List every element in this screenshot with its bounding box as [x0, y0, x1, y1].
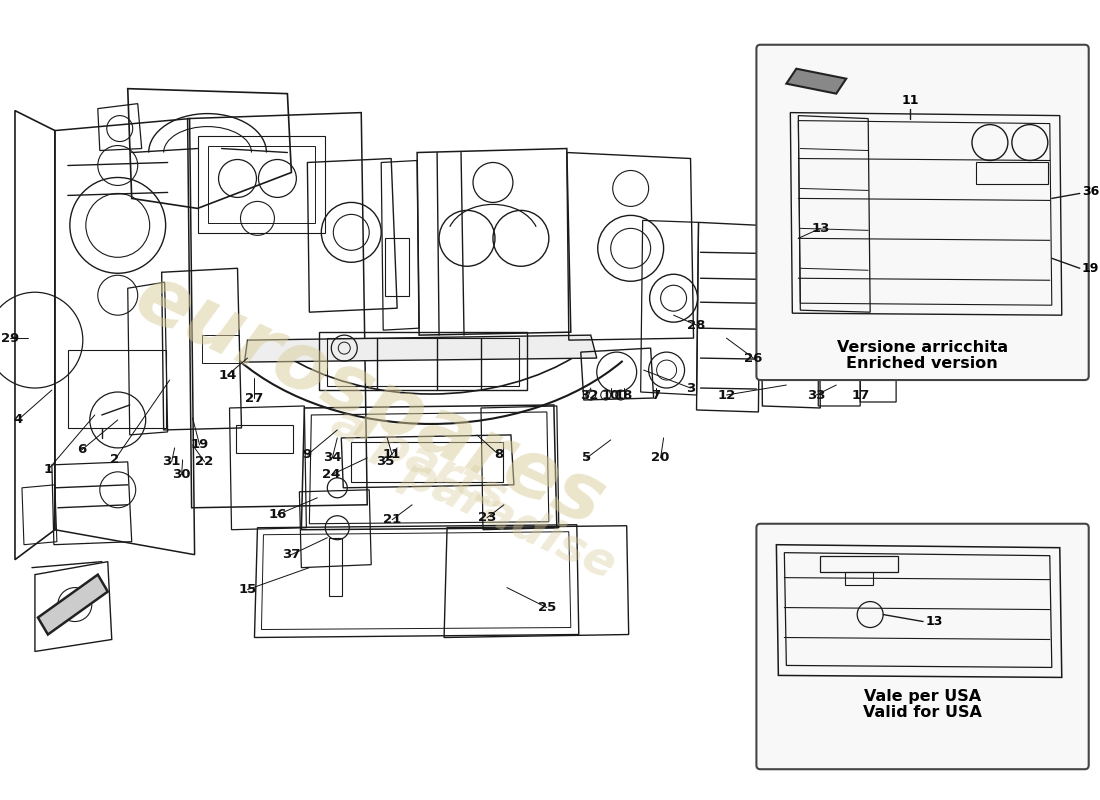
Text: 31: 31 — [163, 455, 180, 468]
Text: 13: 13 — [926, 615, 944, 628]
Text: 25: 25 — [538, 601, 556, 614]
Bar — [201, 335, 240, 363]
Text: 29: 29 — [1, 332, 19, 345]
Bar — [329, 538, 342, 595]
Text: Vale per USA: Vale per USA — [864, 690, 980, 704]
Text: 15: 15 — [239, 583, 256, 596]
Text: 11: 11 — [901, 94, 918, 106]
Text: 13: 13 — [811, 222, 829, 235]
Text: 2: 2 — [110, 454, 119, 466]
Text: paradise: paradise — [395, 450, 624, 589]
Text: 35: 35 — [376, 455, 395, 468]
Bar — [198, 135, 326, 234]
Text: 10: 10 — [602, 389, 620, 402]
Bar — [235, 425, 294, 453]
FancyBboxPatch shape — [757, 524, 1089, 770]
Bar — [208, 146, 316, 223]
Text: 7: 7 — [651, 389, 660, 402]
Text: 12: 12 — [717, 389, 736, 402]
Bar — [976, 162, 1048, 185]
Text: 26: 26 — [745, 351, 762, 365]
Bar — [328, 338, 519, 386]
Text: 8: 8 — [494, 448, 504, 462]
Text: 20: 20 — [651, 451, 670, 464]
Text: a parts: a parts — [324, 400, 514, 520]
Polygon shape — [244, 335, 596, 362]
Text: 37: 37 — [283, 548, 300, 561]
Text: 23: 23 — [477, 511, 496, 524]
Polygon shape — [37, 574, 108, 634]
Bar — [845, 572, 873, 585]
Polygon shape — [786, 69, 846, 94]
Text: Enriched version: Enriched version — [846, 356, 998, 371]
Text: 3: 3 — [686, 382, 695, 394]
Bar — [68, 350, 166, 428]
Text: Versione arricchita: Versione arricchita — [836, 340, 1008, 355]
Text: eurospares: eurospares — [122, 257, 616, 543]
Bar — [319, 332, 527, 390]
Text: 11: 11 — [383, 448, 402, 462]
Text: 30: 30 — [173, 468, 191, 482]
Text: 27: 27 — [245, 391, 264, 405]
Text: 5: 5 — [582, 451, 592, 464]
Text: 22: 22 — [196, 455, 213, 468]
Bar — [351, 442, 503, 482]
Text: 21: 21 — [383, 514, 402, 526]
Text: 1: 1 — [43, 463, 53, 476]
Bar — [385, 238, 409, 296]
Text: 18: 18 — [615, 389, 632, 402]
Text: 9: 9 — [302, 448, 312, 462]
Bar — [821, 556, 898, 572]
Text: 24: 24 — [322, 468, 341, 482]
Text: 32: 32 — [580, 389, 598, 402]
Text: 16: 16 — [268, 508, 287, 522]
Text: 14: 14 — [218, 369, 236, 382]
Text: Valid for USA: Valid for USA — [862, 706, 981, 720]
Text: 36: 36 — [1081, 185, 1099, 198]
Text: 33: 33 — [807, 389, 825, 402]
Text: 19: 19 — [1081, 262, 1099, 274]
Text: 6: 6 — [77, 443, 87, 456]
Text: 19: 19 — [190, 438, 209, 451]
Text: 28: 28 — [688, 318, 706, 332]
Text: 4: 4 — [13, 414, 23, 426]
FancyBboxPatch shape — [757, 45, 1089, 380]
Text: 17: 17 — [851, 389, 869, 402]
Text: 34: 34 — [323, 451, 342, 464]
